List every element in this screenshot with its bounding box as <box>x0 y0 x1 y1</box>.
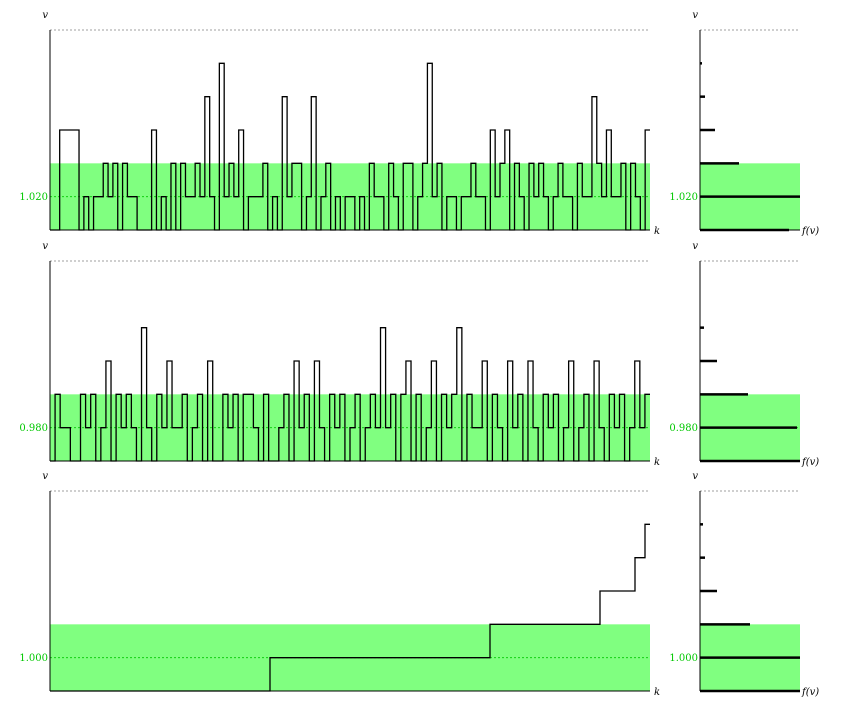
x-axis-label: f(v) <box>801 687 819 698</box>
trace-panel-1: 1.020 v k <box>19 10 660 237</box>
trace-panel-2: 0.980 v k <box>19 241 660 468</box>
histogram-panel-3: 1.000 v f(v) <box>669 471 819 698</box>
y-tick-label: 1.000 <box>19 653 48 664</box>
trace-panel-3: 1.000 v k <box>19 471 660 698</box>
y-axis-label: v <box>42 241 48 252</box>
histogram-panel-1: 1.020 v f(v) <box>669 10 819 237</box>
y-tick-label: 1.000 <box>669 653 698 664</box>
y-axis-label: v <box>692 10 698 21</box>
x-axis-label: f(v) <box>801 226 819 237</box>
y-tick-label: 0.980 <box>669 423 698 434</box>
y-tick-label: 1.020 <box>19 192 48 203</box>
x-axis-label: k <box>654 226 660 237</box>
x-axis-label: f(v) <box>801 457 819 468</box>
y-tick-label: 1.020 <box>669 192 698 203</box>
y-axis-label: v <box>42 471 48 482</box>
x-axis-label: k <box>654 687 660 698</box>
x-axis-label: k <box>654 457 660 468</box>
y-axis-label: v <box>692 471 698 482</box>
y-tick-label: 0.980 <box>19 423 48 434</box>
y-axis-label: v <box>692 241 698 252</box>
y-axis-label: v <box>42 10 48 21</box>
histogram-panel-2: 0.980 v f(v) <box>669 241 819 468</box>
